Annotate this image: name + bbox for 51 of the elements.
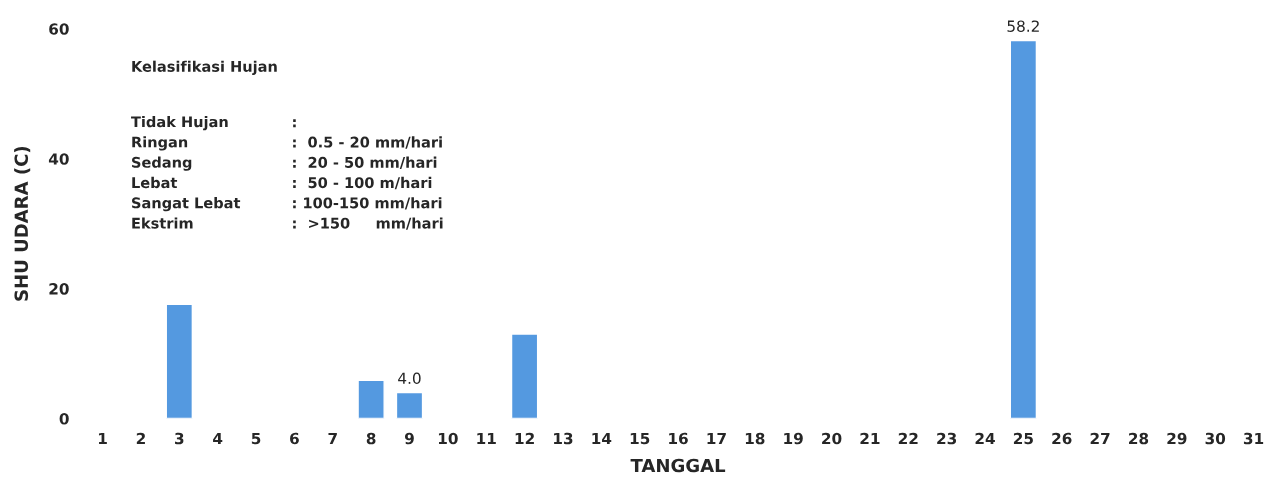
x-tick-label: 1 bbox=[98, 432, 107, 445]
x-tick-label: 23 bbox=[937, 432, 957, 445]
text: Tidak Hujan: bbox=[131, 116, 296, 131]
x-tick-label: 31 bbox=[1243, 432, 1264, 445]
x-tick-label: 4 bbox=[213, 432, 223, 445]
data-label: 4.0 bbox=[398, 372, 421, 385]
y-axis-title: SHU UDARA (C) bbox=[14, 146, 31, 301]
x-tick-label: 13 bbox=[554, 432, 573, 445]
x-tick-label: 26 bbox=[1052, 432, 1072, 445]
data-label: 58.2 bbox=[1007, 20, 1039, 32]
x-tick-label: 7 bbox=[328, 432, 337, 445]
x-tick-label: 28 bbox=[1129, 432, 1149, 445]
x-tick-label: 11 bbox=[477, 432, 496, 445]
bar bbox=[1009, 39, 1038, 419]
text: Lebat: 50 - 100 m/hari bbox=[132, 176, 432, 190]
x-tick-label: 16 bbox=[669, 432, 688, 445]
x-tick-label: 15 bbox=[630, 432, 650, 445]
y-tick-label: 40 bbox=[48, 153, 69, 165]
x-axis-title: TANGGAL bbox=[630, 458, 726, 473]
x-tick-label: 14 bbox=[592, 432, 612, 445]
x-tick-label: 18 bbox=[745, 432, 765, 445]
x-tick-label: 19 bbox=[784, 432, 803, 445]
x-tick-label: 20 bbox=[822, 432, 842, 445]
x-tick-label: 5 bbox=[251, 432, 261, 445]
x-tick-label: 3 bbox=[175, 432, 184, 445]
x-tick-label: 2 bbox=[136, 432, 145, 445]
bar bbox=[357, 379, 385, 419]
text: Ekstrim: >150 mm/hari bbox=[132, 217, 443, 230]
bar bbox=[395, 391, 424, 419]
x-tick-label: 29 bbox=[1167, 432, 1187, 445]
x-tick-label: 9 bbox=[404, 432, 414, 445]
x-tick-label: 21 bbox=[860, 432, 880, 445]
bar bbox=[510, 333, 539, 419]
y-tick-label: 20 bbox=[49, 283, 69, 295]
x-tick-label: 27 bbox=[1090, 432, 1110, 445]
x-tick-label: 10 bbox=[438, 432, 458, 445]
text: Ringan: 0.5 - 20 mm/hari bbox=[132, 136, 442, 151]
bar bbox=[165, 303, 194, 419]
y-tick-label: 60 bbox=[49, 23, 69, 35]
x-tick-label: 6 bbox=[290, 432, 299, 445]
text: Sedang: 20 - 50 mm/hari bbox=[132, 156, 437, 171]
text: Sangat Lebat: 100-150 mm/hari bbox=[132, 197, 442, 212]
x-tick-label: 17 bbox=[707, 432, 726, 445]
y-tick-label: 0 bbox=[59, 413, 69, 425]
x-tick-label: 30 bbox=[1205, 432, 1226, 445]
x-tick-label: 24 bbox=[975, 432, 995, 445]
x-tick-label: 12 bbox=[515, 432, 534, 445]
x-tick-label: 8 bbox=[366, 432, 376, 445]
annotation: Kelasifikasi Hujan bbox=[132, 60, 277, 75]
x-tick-label: 22 bbox=[898, 432, 918, 445]
x-tick-label: 25 bbox=[1013, 432, 1033, 445]
